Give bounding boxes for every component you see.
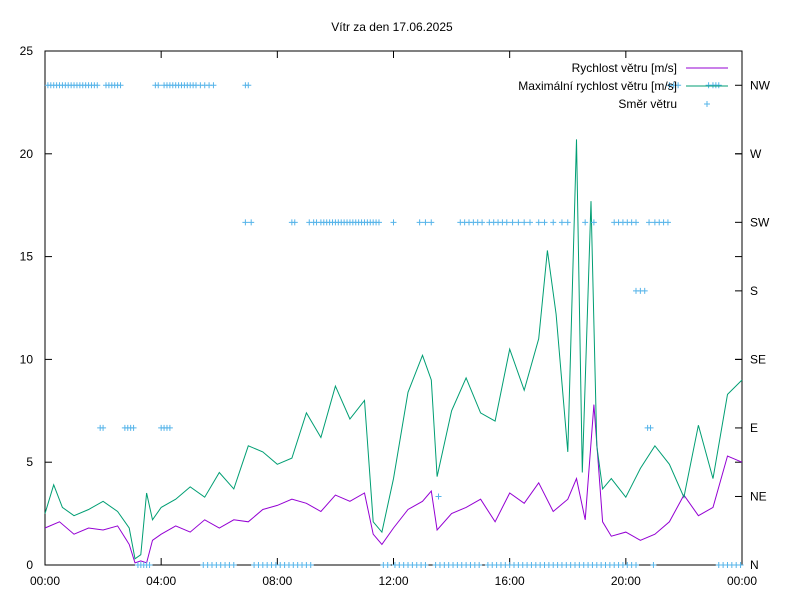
legend: Rychlost větru [m/s] Maximální rychlost v… <box>518 61 728 111</box>
direction-point <box>155 82 162 89</box>
legend-swatch <box>704 101 710 107</box>
direction-tick-label: NW <box>750 78 771 92</box>
direction-point <box>476 562 483 568</box>
direction-point <box>521 219 528 226</box>
direction-point <box>117 82 124 89</box>
direction-point <box>416 219 423 226</box>
direction-tick-label: W <box>750 147 762 161</box>
x-tick-label: 16:00 <box>495 574 525 588</box>
direction-point <box>422 219 429 226</box>
direction-point <box>242 219 249 226</box>
y-axis: 0 5 10 15 20 25 <box>20 44 742 572</box>
direction-point <box>375 219 382 226</box>
direction-points <box>44 82 744 568</box>
legend-label: Maximální rychlost větru [m/s] <box>518 79 677 93</box>
direction-tick-label: S <box>750 284 758 298</box>
direction-point <box>675 82 682 89</box>
direction-point <box>100 424 107 431</box>
direction-point <box>422 562 429 568</box>
direction-point <box>535 219 542 226</box>
direction-point <box>647 424 654 431</box>
y-tick-label: 20 <box>20 147 34 161</box>
direction-point <box>245 82 252 89</box>
direction-point <box>550 219 557 226</box>
x-tick-label: 20:00 <box>611 574 641 588</box>
y-tick-label: 5 <box>26 455 33 469</box>
legend-label: Rychlost větru [m/s] <box>572 61 677 75</box>
direction-point <box>428 219 435 226</box>
direction-axis: N NE E SE S SW W NW <box>735 78 771 572</box>
series-line-1 <box>44 139 743 560</box>
plot-frame <box>44 50 743 566</box>
direction-point <box>515 219 522 226</box>
legend-label: Směr větru <box>618 97 677 111</box>
direction-tick-label: NE <box>750 489 767 503</box>
series-line-0 <box>44 404 743 564</box>
x-tick-label: 08:00 <box>262 574 292 588</box>
direction-point <box>641 287 648 294</box>
direction-point <box>564 219 571 226</box>
y-tick-label: 25 <box>20 44 34 58</box>
direction-point <box>435 493 442 500</box>
direction-point <box>509 219 516 226</box>
direction-tick-label: SW <box>750 215 770 229</box>
direction-point <box>146 562 153 568</box>
direction-point <box>632 562 639 568</box>
direction-point <box>307 562 314 568</box>
direction-tick-label: E <box>750 421 758 435</box>
direction-point <box>646 219 653 226</box>
direction-point <box>715 82 722 89</box>
chart-title: Vítr za den 17.06.2025 <box>331 20 453 34</box>
y-tick-label: 0 <box>26 558 33 572</box>
direction-point <box>210 82 217 89</box>
direction-point <box>230 562 237 568</box>
direction-point <box>130 424 137 431</box>
direction-point <box>541 219 548 226</box>
direction-point <box>248 219 255 226</box>
direction-point <box>94 82 101 89</box>
y-tick-label: 15 <box>20 250 34 264</box>
direction-tick-label: SE <box>750 352 766 366</box>
series-layer <box>44 82 744 568</box>
direction-point <box>664 219 671 226</box>
direction-point <box>650 562 657 568</box>
direction-point <box>558 219 565 226</box>
direction-point <box>526 219 533 226</box>
direction-point <box>590 219 597 226</box>
x-tick-label: 00:00 <box>727 574 757 588</box>
direction-point <box>503 219 510 226</box>
x-axis: 00:00 04:00 08:00 12:00 16:00 20:00 00:00 <box>30 51 757 588</box>
x-tick-label: 12:00 <box>378 574 408 588</box>
direction-point <box>166 424 173 431</box>
direction-point <box>390 219 397 226</box>
direction-point <box>737 562 744 568</box>
x-tick-label: 00:00 <box>30 574 60 588</box>
direction-point <box>632 219 639 226</box>
direction-point <box>384 562 391 568</box>
y-tick-label: 10 <box>20 352 34 366</box>
direction-point <box>479 219 486 226</box>
direction-point <box>582 219 589 226</box>
direction-point <box>291 219 298 226</box>
x-tick-label: 04:00 <box>146 574 176 588</box>
direction-tick-label: N <box>750 558 759 572</box>
